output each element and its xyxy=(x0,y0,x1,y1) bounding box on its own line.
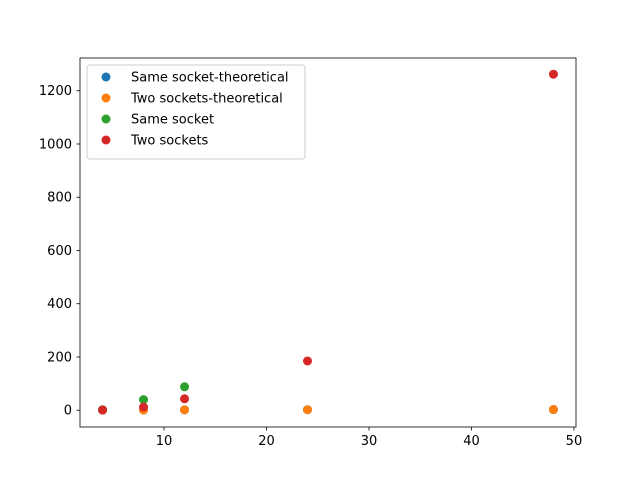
data-point xyxy=(180,394,190,404)
data-point xyxy=(180,382,190,392)
x-tick-label: 50 xyxy=(566,434,583,449)
y-axis: 0 200 400 600 800 1000 1200 xyxy=(39,84,80,419)
legend-marker xyxy=(101,114,111,124)
y-tick-label: 200 xyxy=(47,350,72,365)
y-tick-label: 600 xyxy=(47,244,72,259)
marks-layer xyxy=(98,69,558,415)
x-tick-label: 10 xyxy=(156,434,173,449)
y-tick-label: 1200 xyxy=(39,84,72,99)
legend-marker xyxy=(101,93,111,103)
x-tick-label: 20 xyxy=(258,434,275,449)
data-point xyxy=(548,69,558,79)
y-tick-label: 800 xyxy=(47,191,72,206)
legend-label: Two sockets xyxy=(130,134,209,149)
data-point xyxy=(303,405,312,415)
legend-box xyxy=(86,64,306,160)
data-point xyxy=(180,405,190,415)
legend: Same socket-theoretical Two sockets-theor… xyxy=(86,64,306,160)
legend-label: Same socket xyxy=(131,113,214,128)
y-tick-label: 400 xyxy=(47,297,72,312)
data-point xyxy=(548,405,558,415)
x-tick-label: 40 xyxy=(463,434,480,449)
data-point xyxy=(139,402,149,412)
x-axis: 10 20 30 40 50 xyxy=(156,427,582,449)
legend-marker xyxy=(101,135,111,145)
series-1-points xyxy=(98,405,558,415)
plot-area-frame xyxy=(79,57,577,428)
series-3-points xyxy=(98,69,558,415)
legend-marker xyxy=(101,72,111,82)
x-tick-label: 30 xyxy=(361,434,378,449)
data-point xyxy=(139,395,149,405)
legend-label: Same socket-theoretical xyxy=(131,71,289,86)
y-tick-label: 0 xyxy=(64,404,72,419)
legend-label: Two sockets-theoretical xyxy=(130,92,283,107)
data-point xyxy=(98,405,108,415)
series-0-points xyxy=(98,405,558,415)
data-point xyxy=(303,356,312,366)
y-tick-label: 1000 xyxy=(39,137,72,152)
